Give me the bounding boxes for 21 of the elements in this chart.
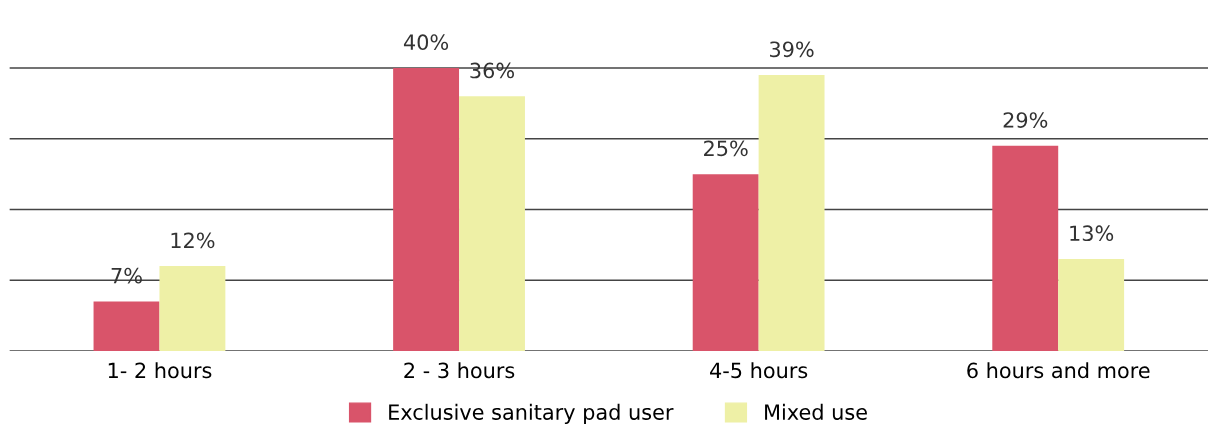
- bar: [758, 75, 825, 352]
- bar: [1058, 259, 1125, 352]
- data-label: 7%: [111, 267, 142, 284]
- x-tick-label: 1- 2 hours: [108, 362, 212, 379]
- x-tick-label: 6 hours and more: [967, 362, 1150, 379]
- data-label: 39%: [770, 41, 814, 58]
- legend-label: Exclusive sanitary pad user: [389, 403, 674, 424]
- bar: [393, 67, 460, 352]
- bar: [459, 96, 525, 352]
- x-tick-label: 4-5 hours: [710, 362, 808, 379]
- x-tick-label: 2 - 3 hours: [404, 362, 515, 379]
- data-label: 13%: [1070, 225, 1114, 242]
- bar: [93, 301, 160, 352]
- data-label: 40%: [403, 34, 449, 51]
- data-label: 25%: [704, 140, 748, 157]
- bar: [159, 266, 226, 352]
- data-label: 29%: [1003, 112, 1048, 128]
- data-label: 12%: [171, 232, 215, 249]
- bar: [992, 145, 1059, 352]
- legend-label: Mixed use: [765, 403, 867, 420]
- bar: [692, 174, 759, 352]
